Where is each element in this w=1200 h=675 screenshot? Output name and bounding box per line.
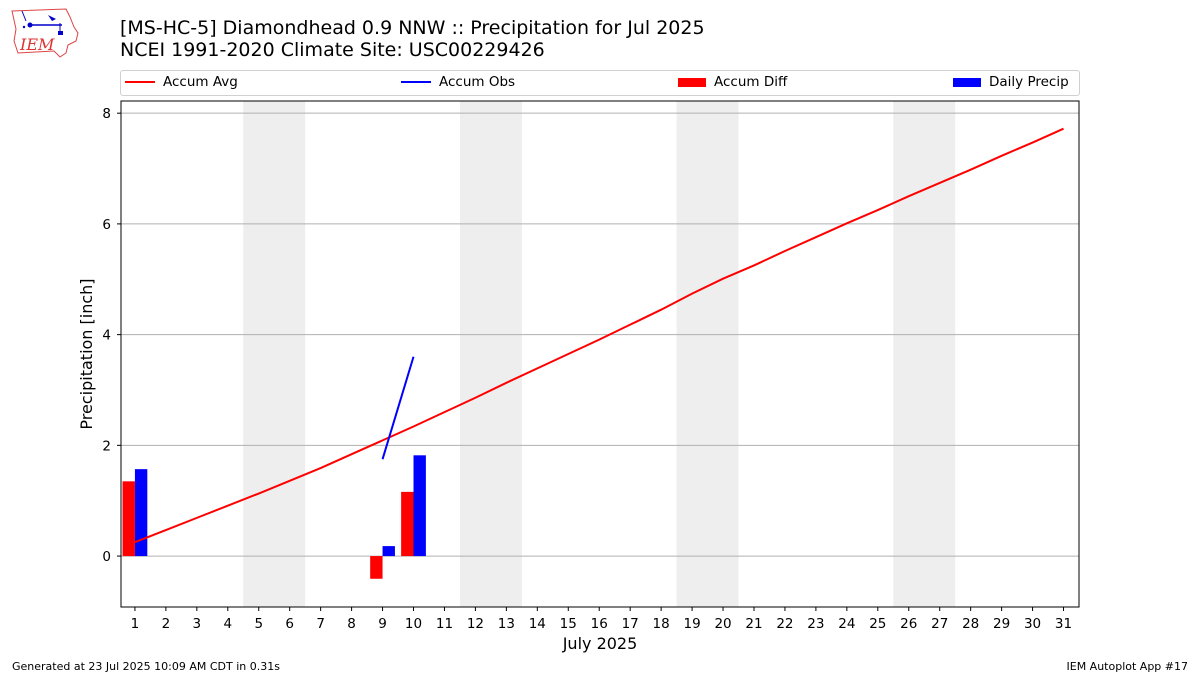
weekend-shade-3 bbox=[893, 101, 956, 607]
accum-avg-line bbox=[134, 127, 1064, 544]
accum-diff-bar-day-10 bbox=[401, 491, 414, 557]
x-tick-label-6: 6 bbox=[285, 616, 294, 632]
legend-item-accum-avg: Accum Avg bbox=[125, 74, 238, 90]
x-tick-label-9: 9 bbox=[378, 616, 387, 632]
y-tick-label-8: 8 bbox=[102, 106, 111, 122]
weekend-shade-1 bbox=[459, 101, 522, 607]
daily-precip-bar-day-10 bbox=[413, 455, 426, 557]
logo-text: IEM bbox=[19, 35, 55, 54]
x-tick-label-11: 11 bbox=[436, 616, 453, 632]
x-tick-label-15: 15 bbox=[560, 616, 577, 632]
weekend-shading-group bbox=[243, 101, 956, 607]
x-tick-label-31: 31 bbox=[1055, 616, 1072, 632]
y-tick-label-0: 0 bbox=[102, 549, 111, 565]
x-tick-label-16: 16 bbox=[591, 616, 608, 632]
x-tick-label-8: 8 bbox=[347, 616, 356, 632]
x-tick-label-17: 17 bbox=[622, 616, 639, 632]
plot-frame bbox=[120, 100, 1080, 608]
legend-swatch-daily-precip bbox=[953, 77, 981, 87]
legend-label-accum-avg: Accum Avg bbox=[163, 74, 238, 90]
x-tick-label-28: 28 bbox=[962, 616, 979, 632]
chart-legend: Accum Avg Accum Obs Accum Diff Daily Pre… bbox=[120, 70, 1080, 96]
daily-precip-bar-day-9 bbox=[382, 546, 395, 557]
y-axis-label: Precipitation [inch] bbox=[77, 278, 96, 429]
chart-subtitle: NCEI 1991-2020 Climate Site: USC00229426 bbox=[120, 39, 545, 61]
x-tick-label-3: 3 bbox=[193, 616, 202, 632]
y-tick-label-4: 4 bbox=[102, 328, 111, 344]
legend-label-accum-diff: Accum Diff bbox=[714, 74, 788, 90]
accum-diff-bar-day-1 bbox=[122, 481, 135, 557]
x-tick-label-25: 25 bbox=[869, 616, 886, 632]
x-tick-label-20: 20 bbox=[714, 616, 731, 632]
y-ticks-group: 0 2 4 6 8 bbox=[102, 106, 121, 565]
legend-swatch-accum-obs bbox=[401, 81, 431, 83]
x-axis-label: July 2025 bbox=[562, 634, 638, 653]
lines-group bbox=[134, 127, 1064, 544]
x-tick-label-12: 12 bbox=[467, 616, 484, 632]
grid-group bbox=[121, 112, 1079, 557]
x-tick-label-26: 26 bbox=[900, 616, 917, 632]
iem-logo: IEM bbox=[11, 8, 79, 58]
legend-swatch-accum-avg bbox=[125, 81, 155, 83]
x-tick-label-14: 14 bbox=[529, 616, 546, 632]
legend-label-accum-obs: Accum Obs bbox=[439, 74, 516, 90]
weekend-shade-0 bbox=[243, 101, 306, 607]
legend-item-daily-precip: Daily Precip bbox=[953, 74, 1069, 90]
footer-generated: Generated at 23 Jul 2025 10:09 AM CDT in… bbox=[12, 660, 280, 673]
x-tick-label-22: 22 bbox=[776, 616, 793, 632]
x-tick-label-19: 19 bbox=[683, 616, 700, 632]
x-tick-label-27: 27 bbox=[931, 616, 948, 632]
x-tick-label-23: 23 bbox=[807, 616, 824, 632]
accum-diff-bar-day-9 bbox=[370, 556, 383, 579]
x-tick-label-30: 30 bbox=[1024, 616, 1041, 632]
x-tick-label-29: 29 bbox=[993, 616, 1010, 632]
y-tick-label-2: 2 bbox=[102, 438, 111, 454]
bars-group bbox=[122, 455, 426, 579]
accum-obs-line bbox=[381, 356, 415, 460]
x-tick-label-18: 18 bbox=[653, 616, 670, 632]
x-tick-label-2: 2 bbox=[162, 616, 171, 632]
footer-app: IEM Autoplot App #17 bbox=[1066, 660, 1189, 673]
x-tick-label-7: 7 bbox=[316, 616, 325, 632]
x-tick-label-5: 5 bbox=[254, 616, 263, 632]
weekend-shade-2 bbox=[676, 101, 739, 607]
x-tick-label-10: 10 bbox=[405, 616, 422, 632]
x-tick-label-21: 21 bbox=[745, 616, 762, 632]
legend-item-accum-diff: Accum Diff bbox=[678, 74, 787, 90]
x-tick-label-4: 4 bbox=[223, 616, 232, 632]
x-tick-label-24: 24 bbox=[838, 616, 855, 632]
x-ticks-group: 1 2 3 4 5 6 7 8 9 10 11 12 13 14 15 16 17 18 19 20 21 22 23 24 2… bbox=[131, 607, 1072, 632]
x-tick-label-1: 1 bbox=[131, 616, 140, 632]
y-tick-label-6: 6 bbox=[102, 217, 111, 233]
legend-swatch-accum-diff bbox=[678, 77, 706, 87]
legend-label-daily-precip: Daily Precip bbox=[989, 74, 1069, 90]
daily-precip-bar-day-1 bbox=[134, 469, 148, 557]
legend-item-accum-obs: Accum Obs bbox=[401, 74, 515, 90]
chart-title: [MS-HC-5] Diamondhead 0.9 NNW :: Precipi… bbox=[120, 17, 705, 39]
x-tick-label-13: 13 bbox=[498, 616, 515, 632]
